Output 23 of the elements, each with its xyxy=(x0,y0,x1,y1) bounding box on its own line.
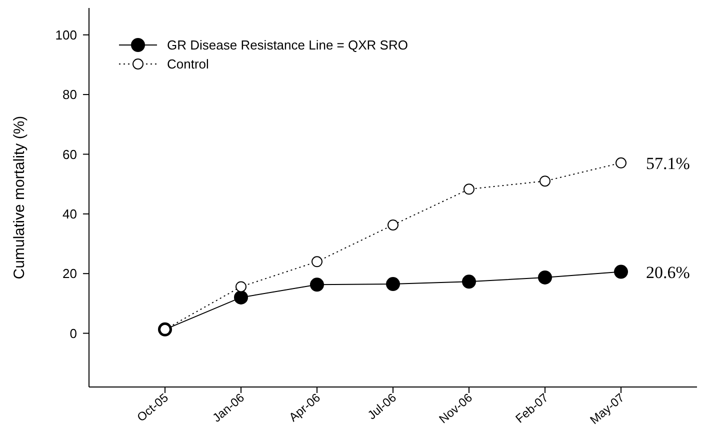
point xyxy=(614,264,628,279)
y-tick-label: 80 xyxy=(62,87,77,102)
point xyxy=(386,277,400,292)
y-tick-label: 20 xyxy=(62,266,77,282)
y-tick-label: 100 xyxy=(55,27,77,42)
point xyxy=(234,290,248,304)
y-tick-label: 60 xyxy=(62,146,77,162)
legend-label: GR Disease Resistance Line = QXR SRO xyxy=(167,38,408,53)
point xyxy=(462,274,476,289)
y-tick-label: 40 xyxy=(62,206,77,222)
y-axis-title: Cumulative mortality (%) xyxy=(11,116,28,280)
point xyxy=(236,281,246,292)
point xyxy=(616,157,626,168)
point xyxy=(388,219,398,230)
annotation: 20.6% xyxy=(646,262,690,282)
point xyxy=(310,278,324,292)
legend-label: Control xyxy=(167,56,210,72)
point xyxy=(540,176,550,187)
point xyxy=(464,184,474,195)
point xyxy=(538,270,552,284)
y-tick-label: 0 xyxy=(70,326,77,341)
annotation: 57.1% xyxy=(646,154,690,173)
point xyxy=(312,256,322,268)
